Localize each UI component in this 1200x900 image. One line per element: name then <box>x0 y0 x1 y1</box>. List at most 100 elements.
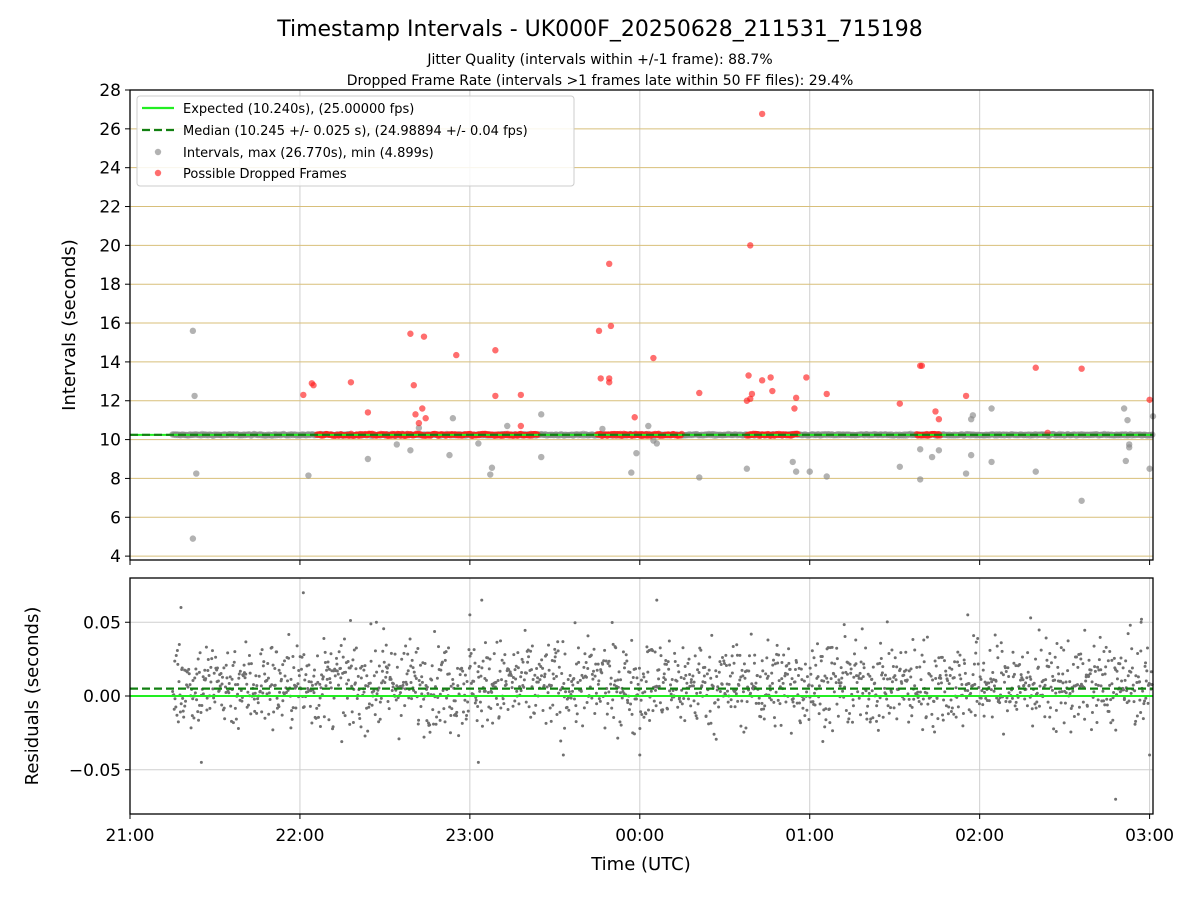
residual-point <box>1018 690 1022 694</box>
residual-point <box>987 681 991 685</box>
residual-point <box>772 700 776 704</box>
residual-point <box>1138 680 1142 684</box>
residual-point <box>1092 644 1096 648</box>
residual-point <box>895 665 899 669</box>
residual-point <box>783 674 787 678</box>
residual-point <box>773 724 777 728</box>
residual-point <box>826 646 830 650</box>
residual-point <box>725 689 729 693</box>
residual-point <box>875 704 879 708</box>
residual-point <box>561 640 565 644</box>
residual-point <box>754 701 758 705</box>
residual-point <box>339 676 343 680</box>
residual-point <box>172 707 176 711</box>
residual-point <box>611 642 615 646</box>
residual-point <box>380 669 384 673</box>
residual-point <box>553 659 557 663</box>
residual-point <box>905 678 909 682</box>
intervals-y-tick-label: 14 <box>99 353 121 373</box>
residual-point <box>509 673 513 677</box>
residual-point <box>586 666 590 670</box>
residual-point <box>290 709 294 713</box>
residual-point <box>910 714 914 718</box>
residual-point <box>369 622 373 626</box>
residual-point <box>1112 656 1116 660</box>
residual-point <box>689 678 693 682</box>
residual-point <box>282 692 286 696</box>
intervals-grid <box>129 89 1153 560</box>
residual-point <box>891 664 895 668</box>
residual-point <box>197 670 201 674</box>
residual-point <box>377 720 381 724</box>
residual-point <box>963 671 967 675</box>
residual-point <box>1090 680 1094 684</box>
residual-point <box>919 678 923 682</box>
residuals-y-ticks: −0.05 0.00 0.05 <box>69 613 130 781</box>
residual-point <box>1102 699 1106 703</box>
residual-point <box>239 689 243 693</box>
residual-point <box>193 691 197 695</box>
residual-point <box>500 658 504 662</box>
residual-point <box>1134 674 1138 678</box>
residual-point <box>316 654 320 658</box>
residual-point <box>1145 646 1149 650</box>
residual-point <box>1011 675 1015 679</box>
residual-point <box>696 668 700 672</box>
residual-point <box>590 672 594 676</box>
residual-point <box>934 676 938 680</box>
residual-point <box>913 648 917 652</box>
residual-point <box>312 674 316 678</box>
residual-point <box>354 646 358 650</box>
residual-point <box>1002 732 1006 736</box>
residual-point <box>488 657 492 661</box>
residual-point <box>198 651 202 655</box>
residual-point <box>950 706 954 710</box>
interval-outlier-point <box>305 472 312 479</box>
residual-point <box>207 673 211 677</box>
interval-outlier-point <box>415 424 423 432</box>
interval-outlier-point <box>928 453 936 461</box>
residual-point <box>511 676 515 680</box>
dropped-frame-point <box>767 374 774 381</box>
residual-point <box>468 654 472 658</box>
interval-outlier-point <box>792 468 800 475</box>
legend-intervals-marker <box>154 148 162 156</box>
residual-point <box>941 718 945 722</box>
residual-point <box>673 651 677 655</box>
residual-point <box>912 697 916 701</box>
residual-point <box>993 633 997 637</box>
residual-point <box>737 683 741 687</box>
residual-point <box>191 679 195 683</box>
residual-point <box>1050 688 1054 692</box>
residual-point <box>849 671 853 675</box>
residual-point <box>1064 691 1068 695</box>
residual-point <box>237 672 241 676</box>
residual-point <box>952 712 956 716</box>
residual-point <box>632 732 636 736</box>
residual-point <box>830 645 834 649</box>
residual-point <box>990 680 994 684</box>
residual-point <box>785 664 789 668</box>
residual-point <box>909 675 913 679</box>
residual-point <box>451 678 455 682</box>
residual-point <box>234 683 238 687</box>
residual-point <box>1126 632 1130 636</box>
interval-outlier-point <box>1078 497 1085 504</box>
interval-outlier-point <box>916 476 924 483</box>
residual-point <box>342 637 346 641</box>
residual-point <box>959 677 963 681</box>
dropped-frame-point <box>607 322 615 330</box>
residual-point <box>619 678 623 682</box>
residual-point <box>1143 699 1147 703</box>
residual-point <box>645 645 649 649</box>
residual-point <box>380 681 384 685</box>
residual-point <box>576 681 580 685</box>
residual-point <box>639 698 643 702</box>
residual-point <box>801 706 805 710</box>
residual-point <box>1103 703 1107 707</box>
residual-point <box>263 672 267 676</box>
interval-outlier-point <box>1032 468 1039 475</box>
residual-point <box>1066 669 1070 673</box>
residual-point <box>931 724 935 728</box>
residual-point <box>722 661 726 665</box>
